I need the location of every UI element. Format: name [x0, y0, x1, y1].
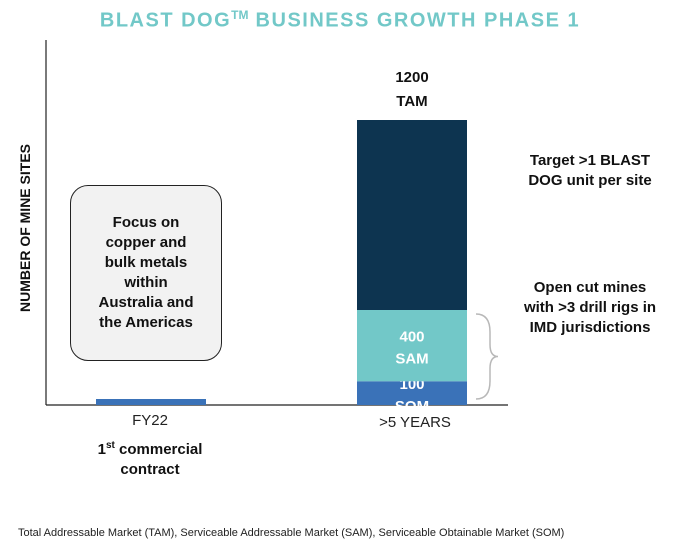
title-trademark: TM [231, 8, 249, 22]
brace-sam-som [475, 313, 499, 400]
callout-line: bulk metals [104, 254, 188, 271]
callout-line: within [124, 274, 168, 291]
sam-note: Open cut mines with >3 drill rigs in IMD… [505, 278, 675, 338]
bar-segment-tam [357, 120, 467, 310]
footnote: Total Addressable Market (TAM), Servicea… [18, 527, 565, 539]
segment-value-label: 1200 [395, 69, 428, 86]
title-main: BLAST DOG [99, 9, 232, 32]
segment-name-label: TAM [396, 93, 427, 110]
segment-name-label: SAM [395, 351, 428, 368]
category-label-fy22: FY22 [132, 412, 168, 429]
category-label-5-years: >5 YEARS [379, 414, 451, 431]
callout-line: Australia and [98, 294, 194, 311]
sam-note-line: with >3 drill rigs in [523, 299, 657, 316]
tam-note-line: DOG unit per site [528, 172, 652, 189]
fy22-note-line2: contract [120, 461, 180, 478]
chart-title: BLAST DOGTM BUSINESS GROWTH PHASE 1 [0, 8, 680, 33]
callout-line: copper and [105, 234, 187, 251]
sam-note-line: IMD jurisdictions [529, 319, 651, 336]
bar-segment-sam [357, 310, 467, 382]
segment-name-label: SOM [395, 398, 429, 415]
bar-segment-som [357, 381, 467, 405]
tam-note-line: Target >1 BLAST [529, 152, 651, 169]
callout-line: the Americas [99, 314, 193, 331]
segment-value-label: 400 [399, 329, 424, 346]
fy22-note-line1: 1st commercial [97, 440, 203, 458]
tam-note: Target >1 BLAST DOG unit per site [505, 151, 675, 191]
callout-line: Focus on [112, 214, 180, 231]
sam-note-line: Open cut mines [533, 279, 647, 296]
fy22-note: 1st commercial contract [60, 436, 240, 480]
title-rest: BUSINESS GROWTH PHASE 1 [248, 9, 581, 32]
focus-callout: Focus on copper and bulk metals within A… [70, 185, 222, 361]
bar-fy22 [96, 399, 206, 405]
